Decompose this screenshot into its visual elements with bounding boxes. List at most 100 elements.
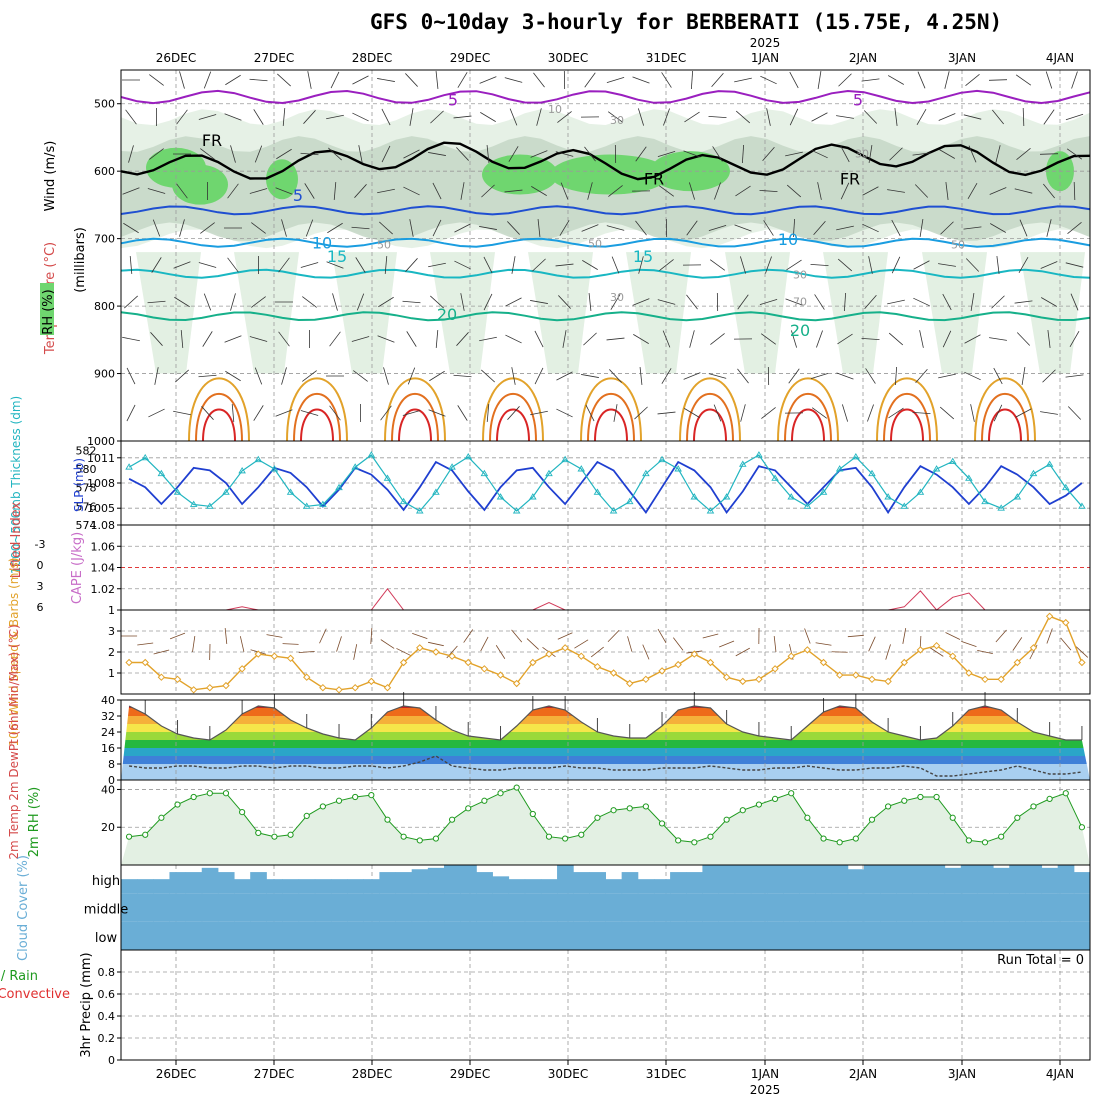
wind-barb (862, 186, 879, 196)
high-cloud-bar (993, 867, 1010, 894)
wind-barb (454, 223, 471, 233)
wind-barb (150, 332, 163, 346)
wind-speed-point (642, 675, 650, 684)
middle-cloud-bar (960, 893, 978, 922)
wind-barb (409, 108, 414, 126)
low-cloud-bar (363, 921, 380, 950)
wind-barb (556, 371, 573, 381)
wind-barb (198, 262, 217, 268)
wind-barb (147, 188, 166, 194)
surface-wind-barb (995, 629, 1007, 643)
high-cloud-bar (201, 867, 219, 894)
wind-speed-point (674, 660, 682, 669)
rh-axis-label: RH (%) (41, 289, 56, 334)
wind-barb (785, 151, 803, 157)
wind-barb (587, 182, 593, 200)
wind-barb (708, 224, 727, 232)
thickness-point (206, 502, 214, 509)
wind-barb (225, 370, 241, 382)
rh-point (933, 793, 940, 801)
surface-wind-barb (868, 636, 876, 652)
temperature-tick-label: 32 (101, 710, 115, 723)
middle-cloud-bar (347, 893, 364, 922)
top-date-label: 30DEC (548, 51, 588, 65)
wind-barb (686, 294, 698, 310)
rh-point (335, 797, 343, 804)
contour-label: 15 (633, 247, 653, 266)
surface-wind-barb (574, 639, 589, 649)
data-marks (120, 70, 1091, 950)
wind-speed-point (739, 677, 747, 686)
rh-point (658, 820, 666, 827)
wind-barb (326, 261, 344, 269)
wind-barb (200, 222, 215, 234)
surface-wind-barb (266, 634, 283, 638)
wind-barb (176, 183, 188, 199)
wind-barb (1046, 219, 1052, 237)
wind-barb (351, 226, 370, 230)
low-cloud-bar (621, 921, 639, 950)
wind-barb (203, 293, 212, 311)
thickness-point (997, 504, 1005, 511)
high-cloud-bar (944, 867, 962, 894)
wind-speed-point (448, 652, 456, 660)
thickness-point (819, 488, 828, 495)
wind-barb (658, 185, 675, 197)
thickness-point (852, 452, 860, 460)
high-cloud-bar (734, 865, 752, 894)
middle-cloud-bar (524, 893, 542, 922)
wind-speed-point (303, 673, 311, 681)
temperature-band (121, 732, 1090, 740)
contour-label: FR (202, 131, 222, 150)
wind-barb (917, 71, 926, 89)
middle-cloud-bar (427, 893, 445, 922)
wind-barb (606, 76, 625, 84)
wind-barb (198, 114, 217, 120)
thickness-point (884, 493, 892, 500)
wind-barb (151, 257, 162, 273)
high-cloud-bar (799, 865, 816, 894)
low-cloud-bar (121, 921, 138, 950)
surface-wind-barb (1012, 637, 1023, 651)
high-cloud-bar (250, 872, 267, 894)
wind-barb (176, 109, 188, 125)
wind-speed-point (351, 683, 359, 692)
surface-isotherm-arch (883, 392, 931, 442)
wind-barb (912, 411, 931, 415)
wind-barb (635, 220, 647, 236)
thickness-point (1061, 483, 1070, 491)
wind-barb (988, 79, 1008, 81)
wind-speed-point (238, 665, 246, 673)
isotherm-line (120, 89, 1091, 105)
wind-barb (991, 295, 1005, 309)
surface-wind-barb (428, 641, 444, 647)
wind-speed-point (787, 652, 795, 660)
wind-barb (381, 145, 391, 163)
wind-speed-point (609, 669, 618, 677)
wind-barb (152, 219, 161, 237)
high-cloud-bar (573, 872, 590, 894)
thickness-point (722, 493, 731, 500)
wind-barb (963, 114, 982, 120)
wind-barb (919, 219, 924, 237)
low-cloud-bar (976, 921, 994, 950)
precip-tick-label: 0.4 (98, 1010, 116, 1023)
low-cloud-bar (314, 921, 332, 950)
thickness-point (981, 497, 989, 505)
wind-barb (683, 372, 701, 380)
wind-speed-point (529, 658, 537, 667)
low-cloud-bar (1041, 921, 1059, 950)
high-cloud-bar (282, 879, 300, 894)
wind-barb (303, 110, 316, 124)
bottom-date-label: 2JAN (849, 1067, 877, 1081)
wind-barb (887, 299, 905, 305)
wind-barb (811, 149, 828, 159)
wind-barb (894, 108, 898, 126)
wind-barb (558, 295, 571, 309)
wind-barb (709, 259, 726, 271)
wind-barb (435, 71, 439, 89)
wind10-axis-label: 10m Wind Speed & Barbs (m/s) (7, 558, 21, 747)
rh-shading-column (626, 252, 691, 374)
contour-label: 50 (377, 238, 391, 251)
